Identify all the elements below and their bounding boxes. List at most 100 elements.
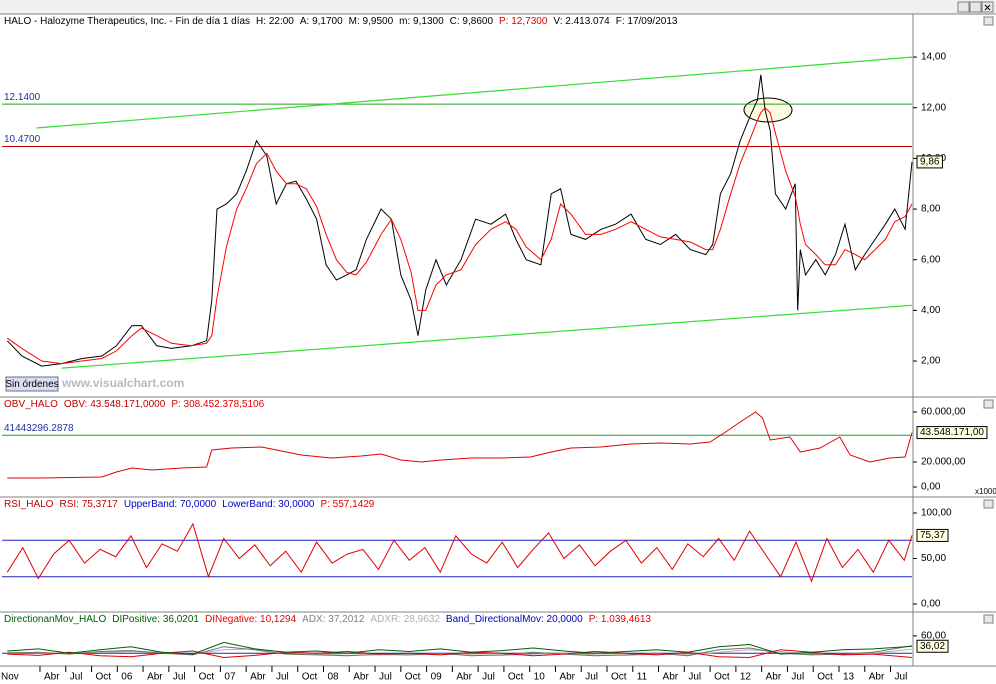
header-item: V: 2.413.074 bbox=[553, 16, 610, 27]
panel-scroll-button[interactable] bbox=[983, 614, 994, 624]
panel-scroll-button[interactable] bbox=[983, 399, 994, 409]
window-buttons bbox=[957, 1, 994, 13]
x-tick-label: Jul bbox=[482, 672, 495, 683]
x-tick-label: 11 bbox=[637, 672, 648, 683]
header-item: LowerBand: 30,0000 bbox=[222, 499, 315, 510]
trend-line bbox=[36, 56, 913, 129]
header-item: UpperBand: 70,0000 bbox=[124, 499, 217, 510]
watermark: www.visualchart.com bbox=[61, 376, 184, 390]
last-value-box bbox=[916, 155, 943, 169]
header-item: m: 9,1300 bbox=[399, 16, 444, 27]
last-value-box bbox=[916, 639, 949, 653]
x-tick-label: Abr bbox=[663, 672, 679, 683]
x-tick-label: Nov bbox=[1, 672, 19, 683]
header-item: DIPositive: 36,0201 bbox=[112, 614, 199, 625]
last-value-box bbox=[916, 426, 988, 440]
x-tick-label: Abr bbox=[869, 672, 885, 683]
panel-header: DirectionanMov_HALO DIPositive: 36,0201 DI… bbox=[4, 614, 651, 625]
x-tick-label: Oct bbox=[508, 672, 524, 683]
header-item: C: 9,8600 bbox=[450, 16, 494, 27]
x-tick-label: Jul bbox=[895, 672, 908, 683]
x-tick-label: 09 bbox=[431, 672, 443, 683]
x-tick-label: Jul bbox=[379, 672, 392, 683]
y-tick-label: 0,00 bbox=[921, 599, 941, 610]
y-tick-label: 50,00 bbox=[921, 553, 946, 564]
header-item: P: 557,1429 bbox=[320, 499, 374, 510]
y-tick-label: 0,00 bbox=[921, 482, 941, 493]
header-item: ADX: 37,2012 bbox=[302, 614, 365, 625]
reference-label: 12.1400 bbox=[4, 92, 41, 103]
x-tick-label: Jul bbox=[276, 672, 289, 683]
reference-label: 10.4700 bbox=[4, 134, 41, 145]
x-tick-label: Oct bbox=[96, 672, 112, 683]
header-item: OBV: 43.548.171,0000 bbox=[64, 399, 166, 410]
panel-header: OBV_HALO OBV: 43.548.171,0000 P: 308.452.3… bbox=[4, 399, 265, 410]
x-tick-label: Oct bbox=[817, 672, 833, 683]
last-value-label: 36,02 bbox=[920, 641, 945, 652]
reference-label: 41443296.2878 bbox=[4, 423, 74, 434]
series-line bbox=[6, 74, 913, 367]
last-value-label: 9,86 bbox=[920, 157, 940, 168]
y-tick-label: 6,00 bbox=[921, 254, 941, 265]
header-item: RSI: 75,3717 bbox=[59, 499, 118, 510]
panel-scroll-button[interactable] bbox=[983, 16, 994, 26]
trend-line bbox=[61, 304, 913, 369]
header-item: ADXR: 28,9632 bbox=[370, 614, 440, 625]
x-tick-label: Abr bbox=[559, 672, 575, 683]
series-line bbox=[7, 649, 913, 659]
series-line bbox=[7, 411, 913, 479]
header-item: DINegative: 10,1294 bbox=[205, 614, 297, 625]
header-item: RSI_HALO bbox=[4, 499, 54, 510]
unit-tag: x1000 bbox=[975, 487, 996, 496]
header-item: P: 1.039,4613 bbox=[589, 614, 652, 625]
x-tick-label: Oct bbox=[405, 672, 421, 683]
x-tick-label: 06 bbox=[121, 672, 133, 683]
header-item: OBV_HALO bbox=[4, 399, 58, 410]
y-tick-label: 60,00 bbox=[921, 631, 946, 642]
header-item: DirectionanMov_HALO bbox=[4, 614, 106, 625]
x-tick-label: Jul bbox=[791, 672, 804, 683]
minimize-button[interactable] bbox=[957, 1, 970, 13]
series-line bbox=[7, 645, 913, 657]
x-tick-label: Abr bbox=[353, 672, 369, 683]
x-tick-label: Jul bbox=[70, 672, 83, 683]
x-tick-label: Abr bbox=[44, 672, 60, 683]
y-tick-label: 14,00 bbox=[921, 52, 946, 63]
x-tick-label: Oct bbox=[199, 672, 215, 683]
orders-button[interactable] bbox=[5, 376, 59, 392]
x-tick-label: Oct bbox=[611, 672, 627, 683]
x-tick-label: Oct bbox=[302, 672, 318, 683]
y-tick-label: 4,00 bbox=[921, 305, 941, 316]
x-tick-label: Jul bbox=[585, 672, 598, 683]
y-tick-label: 20.000,00 bbox=[921, 457, 966, 468]
restore-button[interactable] bbox=[969, 1, 982, 13]
header-item: P: 308.452.378,5106 bbox=[171, 399, 264, 410]
y-tick-label: 60.000,00 bbox=[921, 407, 966, 418]
header-item: P: 12,7300 bbox=[499, 16, 548, 27]
header-item: HALO - Halozyme Therapeutics, Inc. - Fin… bbox=[4, 16, 250, 27]
x-tick-label: Jul bbox=[173, 672, 186, 683]
x-tick-label: 07 bbox=[224, 672, 236, 683]
x-tick-label: Abr bbox=[250, 672, 266, 683]
header-item: Band_DirectionalMov: 20,0000 bbox=[446, 614, 583, 625]
y-tick-label: 2,00 bbox=[921, 356, 941, 367]
x-tick-label: Jul bbox=[688, 672, 701, 683]
y-tick-label: 100,00 bbox=[921, 508, 952, 519]
close-icon bbox=[984, 4, 991, 11]
panel-header: HALO - Halozyme Therapeutics, Inc. - Fin… bbox=[4, 16, 678, 27]
series-line bbox=[7, 641, 913, 655]
panel-scroll-button[interactable] bbox=[983, 499, 994, 509]
x-tick-label: 13 bbox=[843, 672, 855, 683]
x-tick-label: 08 bbox=[327, 672, 339, 683]
x-tick-label: Oct bbox=[714, 672, 730, 683]
header-item: H: 22:00 bbox=[256, 16, 294, 27]
x-tick-label: 12 bbox=[740, 672, 752, 683]
header-item: M: 9,9500 bbox=[349, 16, 394, 27]
title-bar bbox=[0, 0, 996, 14]
header-item: A: 9,1700 bbox=[300, 16, 343, 27]
x-tick-label: Abr bbox=[456, 672, 472, 683]
y-tick-label: 12,00 bbox=[921, 102, 946, 113]
